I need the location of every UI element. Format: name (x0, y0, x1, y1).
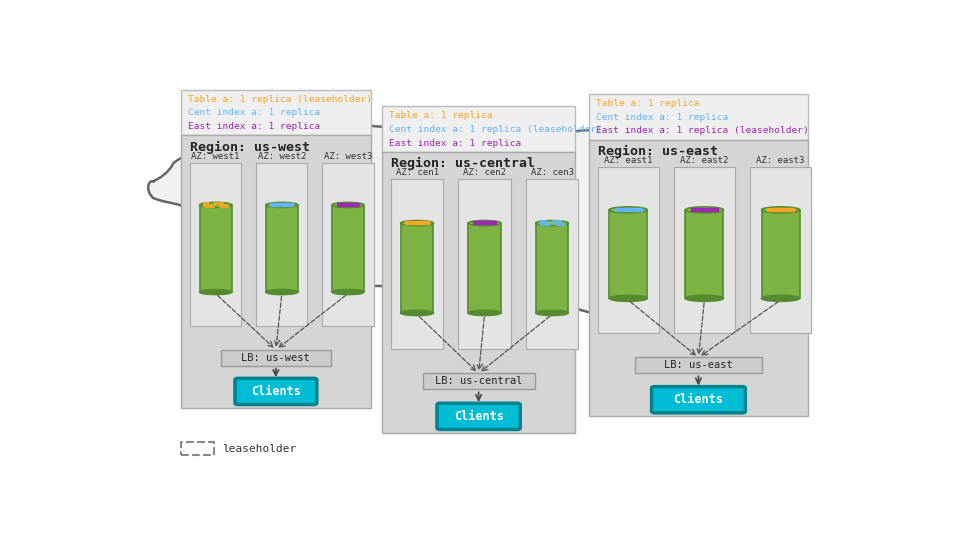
Ellipse shape (266, 202, 298, 207)
FancyBboxPatch shape (271, 203, 293, 206)
FancyBboxPatch shape (256, 163, 307, 326)
Text: AZ: west2: AZ: west2 (257, 152, 306, 161)
FancyBboxPatch shape (536, 223, 568, 313)
Text: Cent index a: 1 replica: Cent index a: 1 replica (188, 109, 321, 118)
Ellipse shape (536, 310, 568, 315)
Text: AZ: east2: AZ: east2 (681, 156, 729, 165)
FancyBboxPatch shape (221, 350, 331, 366)
FancyBboxPatch shape (750, 167, 811, 333)
FancyBboxPatch shape (181, 136, 371, 408)
FancyBboxPatch shape (382, 106, 575, 152)
Text: Cent index a: 1 replica: Cent index a: 1 replica (596, 113, 729, 122)
FancyBboxPatch shape (761, 210, 800, 298)
FancyBboxPatch shape (266, 205, 298, 292)
FancyBboxPatch shape (652, 387, 745, 413)
FancyBboxPatch shape (610, 210, 647, 298)
Text: Region: us-central: Region: us-central (391, 157, 535, 170)
Text: Clients: Clients (251, 385, 300, 398)
Text: LB: us-east: LB: us-east (664, 360, 732, 370)
FancyBboxPatch shape (332, 205, 364, 292)
Ellipse shape (468, 310, 501, 315)
Text: LB: us-west: LB: us-west (242, 353, 310, 363)
Ellipse shape (610, 295, 647, 301)
FancyBboxPatch shape (767, 208, 794, 211)
Ellipse shape (200, 202, 231, 207)
FancyBboxPatch shape (235, 379, 317, 404)
Text: AZ: west1: AZ: west1 (191, 152, 240, 161)
FancyBboxPatch shape (526, 179, 578, 349)
Ellipse shape (332, 202, 364, 207)
Text: Region: us-west: Region: us-west (190, 140, 310, 153)
Ellipse shape (761, 207, 800, 213)
FancyBboxPatch shape (598, 167, 659, 333)
Ellipse shape (200, 289, 231, 294)
Ellipse shape (401, 220, 433, 226)
Text: Clients: Clients (454, 410, 504, 423)
Text: East index a: 1 replica (leaseholder): East index a: 1 replica (leaseholder) (596, 126, 809, 136)
Text: leaseholder: leaseholder (222, 443, 297, 454)
Ellipse shape (468, 220, 501, 226)
FancyBboxPatch shape (337, 203, 359, 206)
FancyBboxPatch shape (685, 210, 724, 298)
Text: Region: us-east: Region: us-east (598, 145, 718, 158)
FancyBboxPatch shape (473, 221, 496, 224)
Text: AZ: west3: AZ: west3 (324, 152, 372, 161)
Text: AZ: east3: AZ: east3 (756, 156, 804, 165)
Text: AZ: cen2: AZ: cen2 (463, 168, 506, 178)
Text: East index a: 1 replica: East index a: 1 replica (390, 139, 521, 148)
Text: Cent index a: 1 replica (leaseholder): Cent index a: 1 replica (leaseholder) (390, 125, 602, 134)
FancyBboxPatch shape (635, 357, 762, 373)
FancyBboxPatch shape (382, 152, 575, 433)
FancyBboxPatch shape (422, 374, 535, 389)
Text: Table a: 1 replica: Table a: 1 replica (390, 111, 492, 120)
FancyBboxPatch shape (405, 221, 429, 224)
FancyBboxPatch shape (588, 140, 808, 416)
Text: East index a: 1 replica: East index a: 1 replica (188, 122, 321, 131)
Ellipse shape (266, 289, 298, 294)
FancyBboxPatch shape (458, 179, 511, 349)
Polygon shape (148, 124, 806, 320)
FancyBboxPatch shape (391, 179, 444, 349)
Ellipse shape (401, 310, 433, 315)
Text: Clients: Clients (674, 393, 724, 406)
Ellipse shape (761, 295, 800, 301)
FancyBboxPatch shape (614, 208, 642, 211)
Ellipse shape (610, 207, 647, 213)
FancyBboxPatch shape (691, 208, 718, 211)
FancyBboxPatch shape (401, 223, 433, 313)
FancyBboxPatch shape (181, 90, 371, 136)
Polygon shape (678, 319, 700, 366)
FancyBboxPatch shape (437, 403, 520, 429)
Ellipse shape (685, 207, 724, 213)
Text: AZ: cen3: AZ: cen3 (531, 168, 573, 178)
Ellipse shape (536, 220, 568, 226)
Text: Table a: 1 replica: Table a: 1 replica (596, 99, 700, 108)
Text: AZ: east1: AZ: east1 (604, 156, 653, 165)
FancyBboxPatch shape (674, 167, 735, 333)
Ellipse shape (685, 295, 724, 301)
Ellipse shape (332, 289, 364, 294)
FancyBboxPatch shape (588, 94, 808, 140)
Text: AZ: cen1: AZ: cen1 (396, 168, 439, 178)
FancyBboxPatch shape (200, 205, 231, 292)
FancyBboxPatch shape (323, 163, 373, 326)
FancyBboxPatch shape (190, 163, 241, 326)
Text: LB: us-central: LB: us-central (435, 376, 522, 387)
FancyBboxPatch shape (468, 223, 501, 313)
Text: Table a: 1 replica (leaseholder): Table a: 1 replica (leaseholder) (188, 94, 372, 104)
